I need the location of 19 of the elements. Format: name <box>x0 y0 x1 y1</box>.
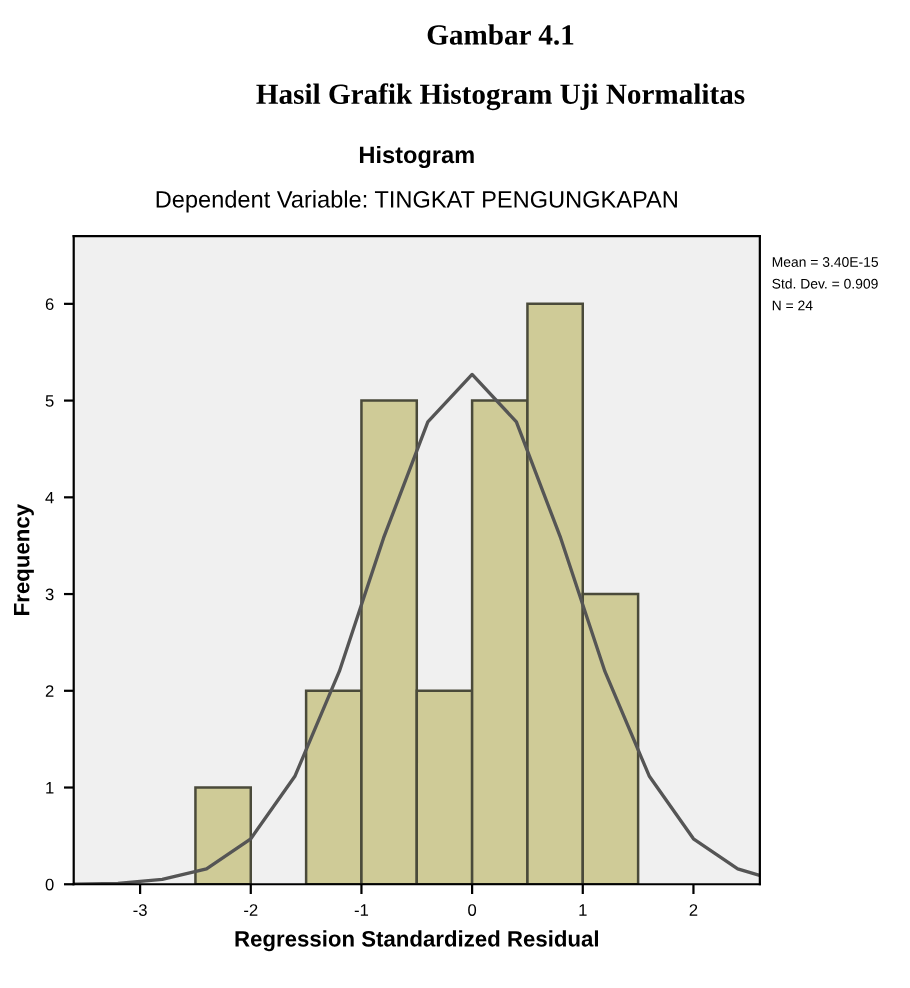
text: Gambar 4.1 <box>427 24 574 45</box>
y-tick-label: 2 <box>45 685 54 697</box>
y-tick-label: 5 <box>45 395 54 407</box>
y-tick-label: 0 <box>45 878 54 891</box>
x-axis-title: Regression Standardized Residual <box>235 930 598 952</box>
x-tick-label: -3 <box>133 904 147 916</box>
y-tick-label: 6 <box>45 298 54 311</box>
x-tick-label: -2 <box>244 904 258 916</box>
y-tick-label: 4 <box>45 491 54 504</box>
chart-subtitle: Dependent Variable: TINGKAT PENGUNGKAPAN <box>156 190 677 213</box>
chart-title: Histogram <box>359 145 474 169</box>
y-tick-label: 3 <box>45 588 54 601</box>
x-tick-label: 0 <box>468 904 477 916</box>
x-tick-label: -1 <box>354 904 369 916</box>
text: Hasil Grafik Histogram Uji Normalitas <box>256 83 745 111</box>
y-tick-label: 1 <box>46 782 54 794</box>
y-axis-title: Frequency <box>13 504 34 615</box>
x-tick-label: 2 <box>689 904 698 916</box>
x-tick-label: 1 <box>579 904 587 916</box>
